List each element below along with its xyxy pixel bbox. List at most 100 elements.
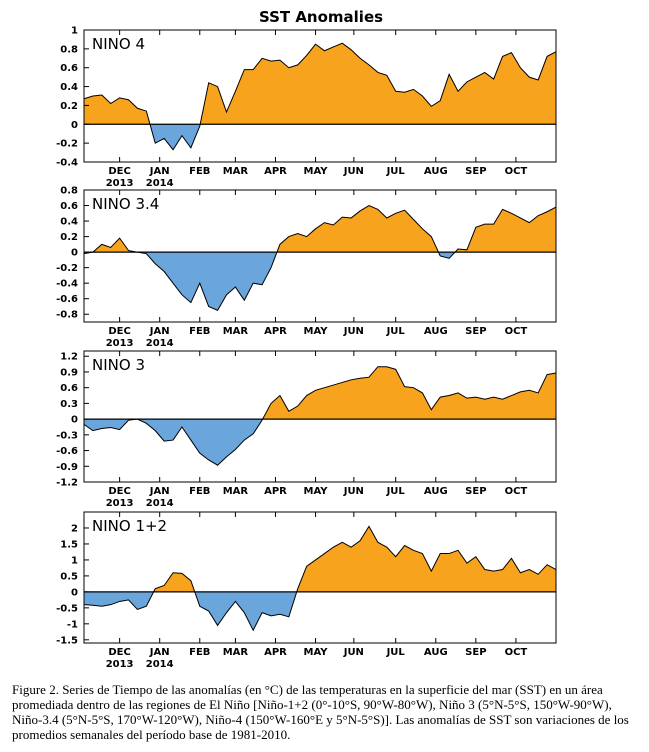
- x-tick-label: JUL: [386, 166, 406, 177]
- y-tick-label: 0: [71, 120, 78, 131]
- panel-label: NINO 4: [92, 35, 145, 53]
- x-tick-year-label: 2013: [106, 178, 134, 189]
- x-tick-label: FEB: [189, 486, 210, 497]
- panel-label: NINO 1+2: [92, 517, 167, 535]
- x-tick-label: DEC: [108, 166, 130, 177]
- x-tick-label: AUG: [424, 486, 448, 497]
- x-tick-label: MAR: [223, 326, 249, 337]
- y-tick-label: 0.4: [60, 217, 78, 228]
- x-tick-label: JAN: [149, 486, 170, 497]
- y-tick-label: -0.6: [56, 294, 78, 305]
- x-tick-label: SEP: [465, 326, 486, 337]
- x-tick-label: AUG: [424, 166, 448, 177]
- y-tick-label: 0.3: [60, 399, 78, 410]
- figure-caption: Figure 2. Series de Tiempo de las anomal…: [12, 682, 629, 742]
- x-tick-label: APR: [264, 647, 287, 658]
- y-tick-label: 0: [71, 587, 78, 598]
- y-tick-label: 0: [71, 415, 78, 426]
- y-tick-label: 1: [71, 555, 78, 566]
- x-tick-label: AUG: [424, 647, 448, 658]
- x-tick-label: JUN: [343, 326, 364, 337]
- panel-frame: [83, 511, 557, 644]
- x-tick-label: MAR: [223, 166, 249, 177]
- x-tick-label: SEP: [465, 166, 486, 177]
- y-tick-label: -0.4: [56, 279, 78, 290]
- y-tick-label: 0: [71, 248, 78, 259]
- panel-label: NINO 3.4: [92, 195, 159, 213]
- x-tick-label: SEP: [465, 486, 486, 497]
- panel-frame: [83, 350, 557, 483]
- y-tick-label: -1: [67, 619, 78, 630]
- panel-frame: [83, 29, 557, 163]
- y-tick-label: 1: [71, 26, 78, 37]
- negative-area: [84, 252, 556, 311]
- x-tick-label: APR: [264, 486, 287, 497]
- y-tick-label: 0.4: [60, 82, 78, 93]
- x-tick-label: JUL: [386, 647, 406, 658]
- y-tick-label: 0.5: [60, 571, 78, 582]
- anomaly-line: [84, 204, 556, 311]
- chart-title: SST Anomalies: [259, 8, 383, 26]
- y-tick-label: 0.2: [60, 232, 78, 243]
- x-tick-year-label: 2013: [106, 498, 134, 509]
- positive-area: [92, 205, 556, 253]
- y-tick-label: -0.3: [56, 430, 78, 441]
- x-tick-label: SEP: [465, 647, 486, 658]
- x-tick-label: JUL: [386, 326, 406, 337]
- y-tick-label: -0.6: [56, 446, 78, 457]
- negative-area: [84, 419, 556, 466]
- x-tick-label: JAN: [149, 647, 170, 658]
- y-tick-label: 1.2: [60, 352, 78, 363]
- y-tick-label: 1.5: [60, 539, 78, 550]
- y-tick-label: 0.9: [60, 367, 78, 378]
- positive-area: [84, 43, 556, 125]
- y-tick-label: -0.2: [56, 139, 78, 150]
- x-tick-label: MAY: [304, 166, 329, 177]
- x-tick-label: JUL: [386, 486, 406, 497]
- x-tick-label: JUN: [343, 486, 364, 497]
- x-tick-label: FEB: [189, 326, 210, 337]
- x-tick-label: MAR: [223, 647, 249, 658]
- y-tick-label: -0.5: [56, 603, 78, 614]
- y-tick-label: 0.8: [60, 186, 78, 197]
- x-tick-label: AUG: [424, 326, 448, 337]
- positive-area: [84, 526, 556, 592]
- x-tick-label: OCT: [505, 486, 528, 497]
- y-tick-label: -0.9: [56, 462, 78, 473]
- y-tick-label: -1.5: [56, 635, 78, 646]
- x-tick-label: FEB: [189, 647, 210, 658]
- positive-area: [84, 366, 556, 420]
- x-tick-year-label: 2014: [146, 659, 174, 670]
- y-tick-label: -0.2: [56, 263, 78, 274]
- x-tick-label: MAY: [304, 326, 329, 337]
- y-tick-label: 0.6: [60, 201, 78, 212]
- y-tick-label: -1.2: [56, 478, 78, 489]
- negative-area: [84, 124, 556, 150]
- anomaly-line: [84, 525, 556, 632]
- x-tick-label: OCT: [505, 166, 528, 177]
- x-tick-label: JUN: [343, 166, 364, 177]
- sst-anomalies-figure: SST Anomalies -0.4-0.200.20.40.60.81DEC2…: [56, 8, 557, 670]
- negative-area: [84, 591, 297, 631]
- anomaly-line: [84, 42, 556, 151]
- x-tick-label: DEC: [108, 647, 130, 658]
- x-tick-label: JAN: [149, 326, 170, 337]
- x-tick-year-label: 2014: [146, 178, 174, 189]
- x-tick-label: JUN: [343, 647, 364, 658]
- y-tick-label: -0.4: [56, 158, 78, 169]
- y-tick-label: 2: [71, 523, 78, 534]
- x-tick-label: DEC: [108, 326, 130, 337]
- y-tick-label: -0.8: [56, 310, 78, 321]
- x-tick-label: OCT: [505, 326, 528, 337]
- x-tick-year-label: 2014: [146, 338, 174, 349]
- x-tick-label: DEC: [108, 486, 130, 497]
- y-tick-label: 0.6: [60, 63, 78, 74]
- anomaly-line: [84, 366, 556, 466]
- x-tick-label: JAN: [149, 166, 170, 177]
- x-tick-label: APR: [264, 326, 287, 337]
